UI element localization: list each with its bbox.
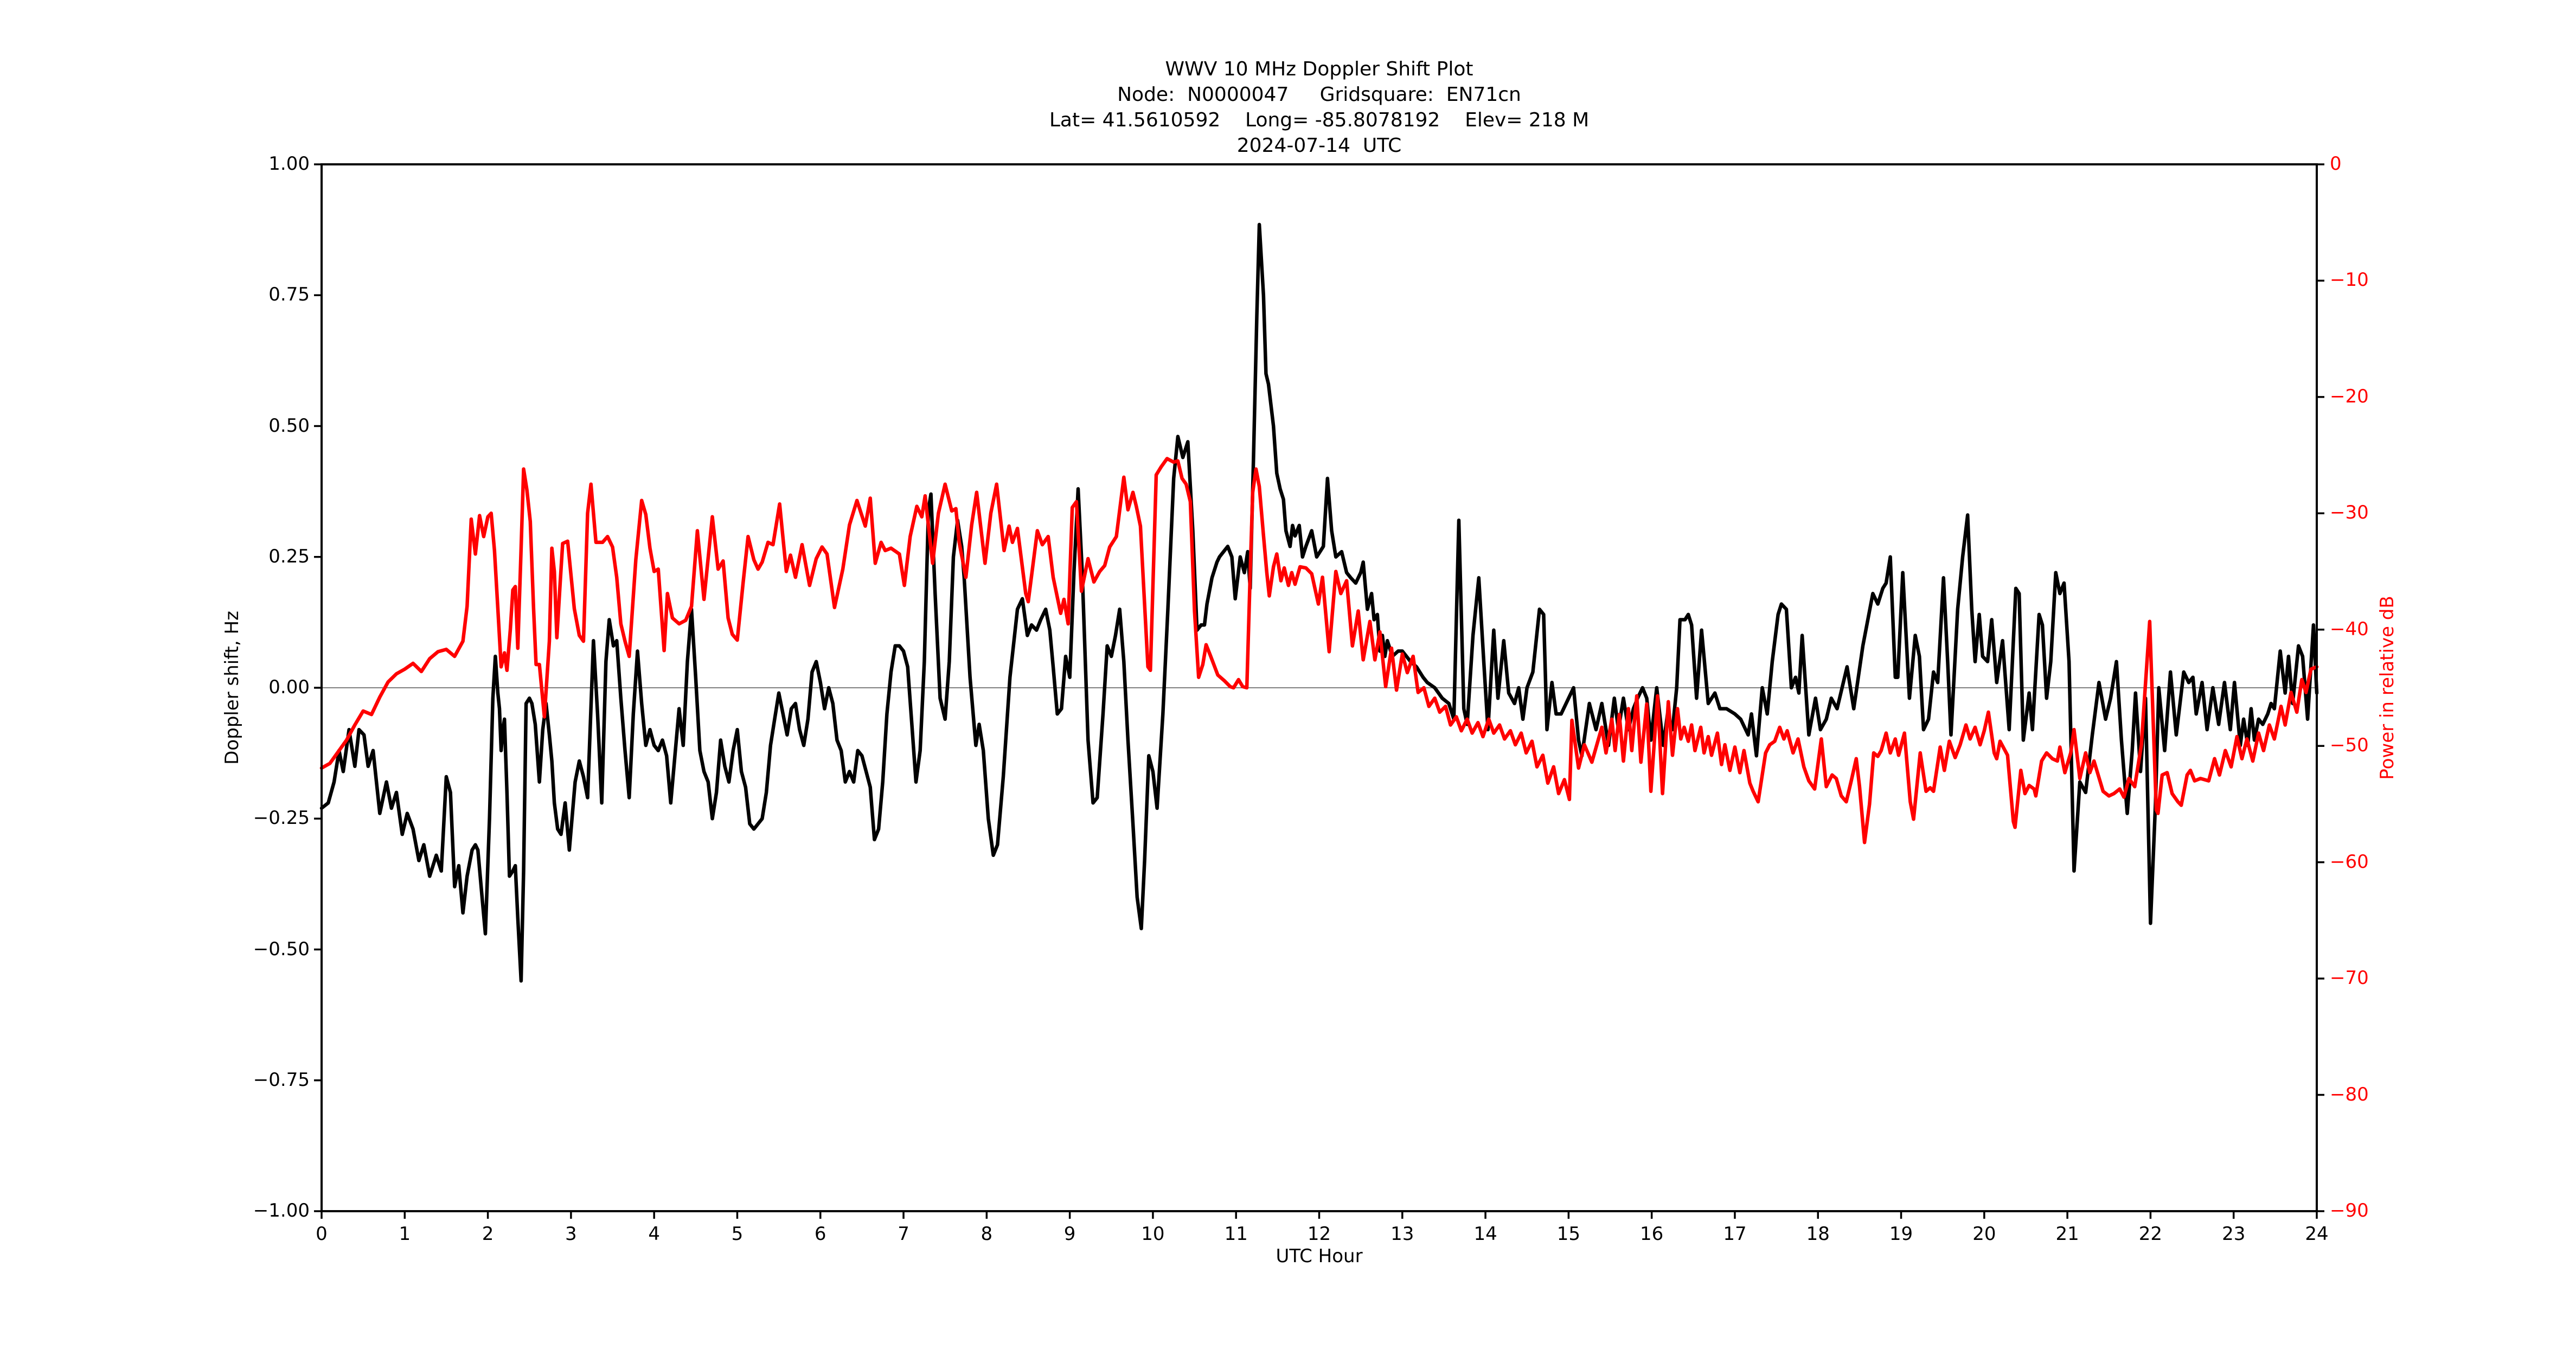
x-axis-title: UTC Hour bbox=[1276, 1245, 1363, 1267]
x-tick-label-23: 23 bbox=[2222, 1223, 2246, 1245]
right-y-tick-label: −90 bbox=[2330, 1200, 2369, 1221]
x-tick-label-11: 11 bbox=[1224, 1223, 1248, 1245]
x-tick-label-2: 2 bbox=[482, 1223, 494, 1245]
x-tick-label-22: 22 bbox=[2138, 1223, 2163, 1245]
x-tick-label-14: 14 bbox=[1473, 1223, 1497, 1245]
x-tick-label-18: 18 bbox=[1806, 1223, 1830, 1245]
left-y-tick-label: −0.25 bbox=[253, 807, 310, 829]
right-y-tick-label: 0 bbox=[2330, 153, 2342, 175]
x-tick-label-12: 12 bbox=[1307, 1223, 1331, 1245]
x-tick-label-5: 5 bbox=[731, 1223, 744, 1245]
x-tick-label-15: 15 bbox=[1556, 1223, 1580, 1245]
x-tick-label-8: 8 bbox=[981, 1223, 993, 1245]
chart-title: WWV 10 MHz Doppler Shift Plot bbox=[1165, 58, 1473, 80]
left-y-tick-label: 1.00 bbox=[268, 153, 310, 175]
x-tick-label-6: 6 bbox=[814, 1223, 826, 1245]
left-y-tick-label: −0.75 bbox=[253, 1069, 310, 1091]
chart-subtitle-node-gridsquare: Node: N0000047 Gridsquare: EN71cn bbox=[1117, 84, 1521, 106]
right-y-tick-label: −40 bbox=[2330, 618, 2369, 640]
x-tick-label-7: 7 bbox=[898, 1223, 909, 1245]
x-tick-label-16: 16 bbox=[1640, 1223, 1664, 1245]
left-y-tick-label: 0.75 bbox=[268, 284, 310, 306]
right-y-tick-label: −10 bbox=[2330, 269, 2369, 291]
left-y-tick-label: 0.50 bbox=[268, 414, 310, 437]
right-axis-title: Power in relative dB bbox=[2376, 596, 2398, 780]
x-tick-label-3: 3 bbox=[565, 1223, 577, 1245]
x-tick-label-13: 13 bbox=[1390, 1223, 1414, 1245]
chart-subtitle-date: 2024-07-14 UTC bbox=[1236, 135, 1402, 157]
chart-title-block: WWV 10 MHz Doppler Shift Plot Node: N000… bbox=[322, 56, 2317, 158]
right-y-tick-label: −60 bbox=[2330, 850, 2369, 873]
x-tick-label-9: 9 bbox=[1063, 1223, 1076, 1245]
right-y-tick-label: −70 bbox=[2330, 967, 2369, 989]
x-tick-label-0: 0 bbox=[316, 1223, 328, 1245]
x-tick-label-4: 4 bbox=[648, 1223, 660, 1245]
right-y-tick-label: −30 bbox=[2330, 502, 2369, 524]
x-tick-label-1: 1 bbox=[399, 1223, 411, 1245]
chart-subtitle-lat-long-elev: Lat= 41.5610592 Long= -85.8078192 Elev= … bbox=[1049, 109, 1590, 131]
x-tick-label-17: 17 bbox=[1723, 1223, 1747, 1245]
left-y-tick-label: −0.50 bbox=[253, 938, 310, 960]
right-y-tick-label: −20 bbox=[2330, 385, 2369, 407]
right-y-tick-label: −50 bbox=[2330, 734, 2369, 757]
left-y-tick-label: 0.25 bbox=[268, 545, 310, 567]
x-tick-label-19: 19 bbox=[1889, 1223, 1913, 1245]
left-y-tick-label: 0.00 bbox=[268, 676, 310, 698]
left-y-tick-label: −1.00 bbox=[253, 1200, 310, 1221]
x-tick-label-24: 24 bbox=[2305, 1223, 2329, 1245]
x-tick-label-21: 21 bbox=[2055, 1223, 2079, 1245]
right-y-tick-label: −80 bbox=[2330, 1083, 2369, 1105]
x-tick-label-20: 20 bbox=[1972, 1223, 1996, 1245]
power-series-line bbox=[319, 457, 2319, 845]
x-tick-label-10: 10 bbox=[1141, 1223, 1165, 1245]
